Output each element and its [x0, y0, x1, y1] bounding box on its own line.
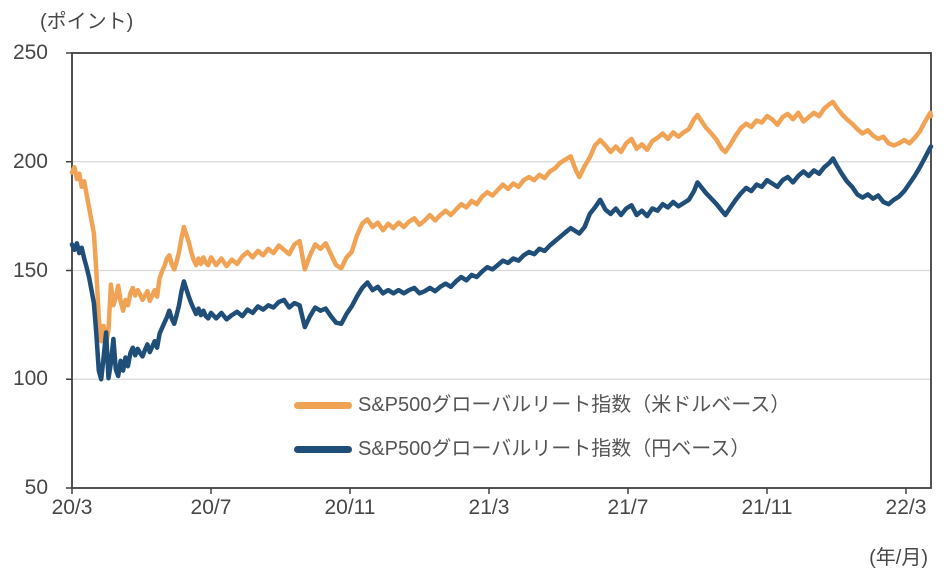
legend-swatch-jpy	[294, 445, 352, 453]
series-line-jpy	[69, 144, 934, 382]
x-tick-label-21/11: 21/11	[741, 496, 793, 519]
x-tick-label-21/3: 21/3	[468, 496, 510, 519]
series-line-usd	[69, 99, 934, 347]
legend: S&P500グローバルリート指数（米ドルベース） S&P500グローバルリート指数…	[294, 393, 790, 481]
x-tick-label-20/3: 20/3	[51, 496, 93, 519]
y-tick-label-150: 150	[12, 258, 48, 282]
x-tick-label-22/3: 22/3	[885, 496, 927, 519]
x-axis-unit-label: (年/月)	[869, 547, 928, 569]
legend-item-usd: S&P500グローバルリート指数（米ドルベース）	[294, 393, 790, 417]
legend-item-jpy: S&P500グローバルリート指数（円ベース）	[294, 437, 790, 461]
y-axis-tick-labels: 250 200 150 100 50	[0, 0, 60, 580]
y-tick-label-100: 100	[12, 367, 48, 391]
legend-swatch-usd	[294, 401, 352, 409]
legend-label-usd: S&P500グローバルリート指数（米ドルベース）	[358, 394, 791, 416]
y-tick-label-50: 50	[24, 476, 48, 499]
x-tick-label-20/7: 20/7	[190, 496, 232, 519]
x-tick-label-21/7: 21/7	[607, 496, 649, 519]
y-axis-unit-label: (ポイント)	[40, 11, 134, 33]
x-tick-label-20/11: 20/11	[324, 496, 376, 519]
y-tick-label-250: 250	[12, 41, 48, 64]
x-axis-tick-labels: 20/3 20/7 20/11 21/3 21/7 21/11 22/3	[0, 495, 946, 521]
legend-label-jpy: S&P500グローバルリート指数（円ベース）	[358, 438, 751, 460]
y-tick-label-200: 200	[12, 149, 48, 173]
